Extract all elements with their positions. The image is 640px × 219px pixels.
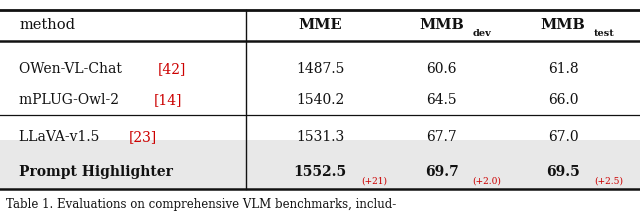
Text: 67.7: 67.7	[426, 130, 457, 144]
Text: 67.0: 67.0	[548, 130, 579, 144]
Text: 1487.5: 1487.5	[296, 62, 344, 76]
Text: (+21): (+21)	[362, 176, 388, 185]
Text: 69.7: 69.7	[425, 165, 458, 179]
Text: 61.8: 61.8	[548, 62, 579, 76]
Text: 1531.3: 1531.3	[296, 130, 344, 144]
Text: 69.5: 69.5	[547, 165, 580, 179]
Text: test: test	[594, 29, 614, 39]
Text: OWen-VL-Chat: OWen-VL-Chat	[19, 62, 127, 76]
Text: 64.5: 64.5	[426, 93, 457, 107]
Text: [42]: [42]	[157, 62, 186, 76]
Text: MMB: MMB	[541, 18, 586, 32]
Text: Table 1. Evaluations on comprehensive VLM benchmarks, includ-: Table 1. Evaluations on comprehensive VL…	[6, 198, 397, 211]
Text: MMB: MMB	[419, 18, 464, 32]
Text: MME: MME	[298, 18, 342, 32]
Text: 66.0: 66.0	[548, 93, 579, 107]
Bar	[0, 140, 640, 189]
Text: Prompt Highlighter: Prompt Highlighter	[19, 165, 173, 179]
Text: dev: dev	[472, 29, 491, 39]
Text: 60.6: 60.6	[426, 62, 457, 76]
Text: [23]: [23]	[129, 130, 157, 144]
Text: (+2.0): (+2.0)	[472, 176, 501, 185]
Text: 1552.5: 1552.5	[293, 165, 347, 179]
Text: mPLUG-Owl-2: mPLUG-Owl-2	[19, 93, 124, 107]
Text: (+2.5): (+2.5)	[594, 176, 623, 185]
Text: method: method	[19, 18, 76, 32]
Text: [14]: [14]	[154, 93, 182, 107]
Text: 1540.2: 1540.2	[296, 93, 344, 107]
Text: LLaVA-v1.5: LLaVA-v1.5	[19, 130, 104, 144]
